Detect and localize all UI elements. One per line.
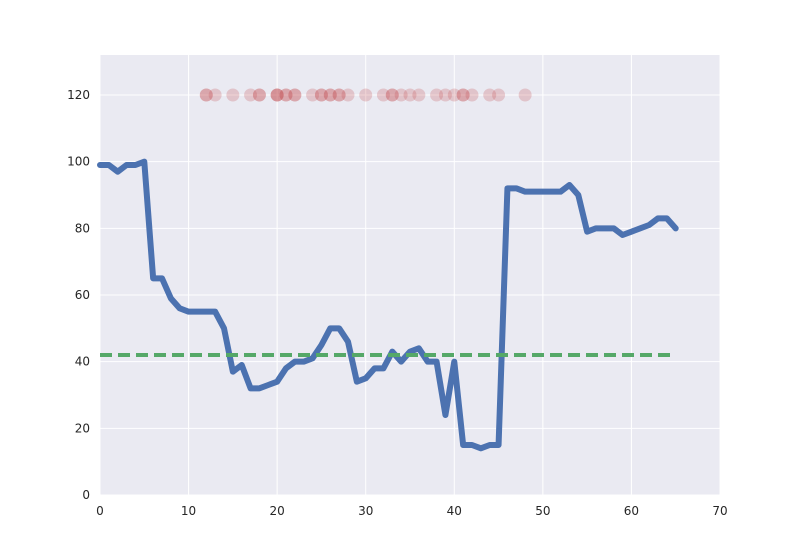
y-tick-label: 40 (75, 355, 90, 369)
scatter-point (252, 88, 266, 102)
scatter-point (279, 88, 293, 102)
scatter-point (376, 88, 390, 102)
x-tick-label: 60 (624, 504, 639, 518)
scatter-point (244, 88, 258, 102)
scatter-point (341, 88, 355, 102)
scatter-point (332, 88, 346, 102)
scatter-point (359, 88, 373, 102)
scatter-point (430, 88, 444, 102)
y-tick-label: 0 (82, 488, 90, 502)
scatter-point (385, 88, 399, 102)
scatter-point (270, 88, 284, 102)
scatter-point (403, 88, 417, 102)
x-tick-label: 40 (447, 504, 462, 518)
scatter-point (270, 88, 284, 102)
scatter-point (270, 88, 284, 102)
scatter-point (465, 88, 479, 102)
scatter-point (394, 88, 408, 102)
y-tick-label: 20 (75, 421, 90, 435)
x-tick-label: 10 (181, 504, 196, 518)
scatter-point (385, 88, 399, 102)
x-tick-label: 20 (270, 504, 285, 518)
scatter-point (226, 88, 240, 102)
scatter-point (288, 88, 302, 102)
scatter-point (199, 88, 213, 102)
scatter-point (456, 88, 470, 102)
x-axis-ticks: 0 10 20 30 40 50 60 70 (96, 504, 727, 518)
scatter-point (252, 88, 266, 102)
y-tick-label: 80 (75, 221, 90, 235)
scatter-point (323, 88, 337, 102)
scatter-point (518, 88, 532, 102)
scatter-point (438, 88, 452, 102)
y-tick-label: 120 (67, 88, 90, 102)
scatter-point (412, 88, 426, 102)
y-axis-ticks: 0 20 40 60 80 100 120 (67, 88, 90, 502)
series-layer (97, 88, 679, 452)
scatter-point (314, 88, 328, 102)
scatter-point (447, 88, 461, 102)
y-tick-label: 100 (67, 155, 90, 169)
scatter-point (456, 88, 470, 102)
scatter-point (332, 88, 346, 102)
scatter-point (314, 88, 328, 102)
x-tick-label: 0 (96, 504, 104, 518)
scatter-point (492, 88, 506, 102)
scatter-point (288, 88, 302, 102)
scatter-point (306, 88, 320, 102)
x-tick-label: 50 (535, 504, 550, 518)
scatter-point (323, 88, 337, 102)
y-tick-label: 60 (75, 288, 90, 302)
scatter-point (208, 88, 222, 102)
plot-background (100, 55, 720, 495)
scatter-point (483, 88, 497, 102)
scatter-point (279, 88, 293, 102)
x-tick-label: 30 (358, 504, 373, 518)
line-series (97, 158, 679, 452)
x-tick-label: 70 (712, 504, 727, 518)
scatter-point (199, 88, 213, 102)
